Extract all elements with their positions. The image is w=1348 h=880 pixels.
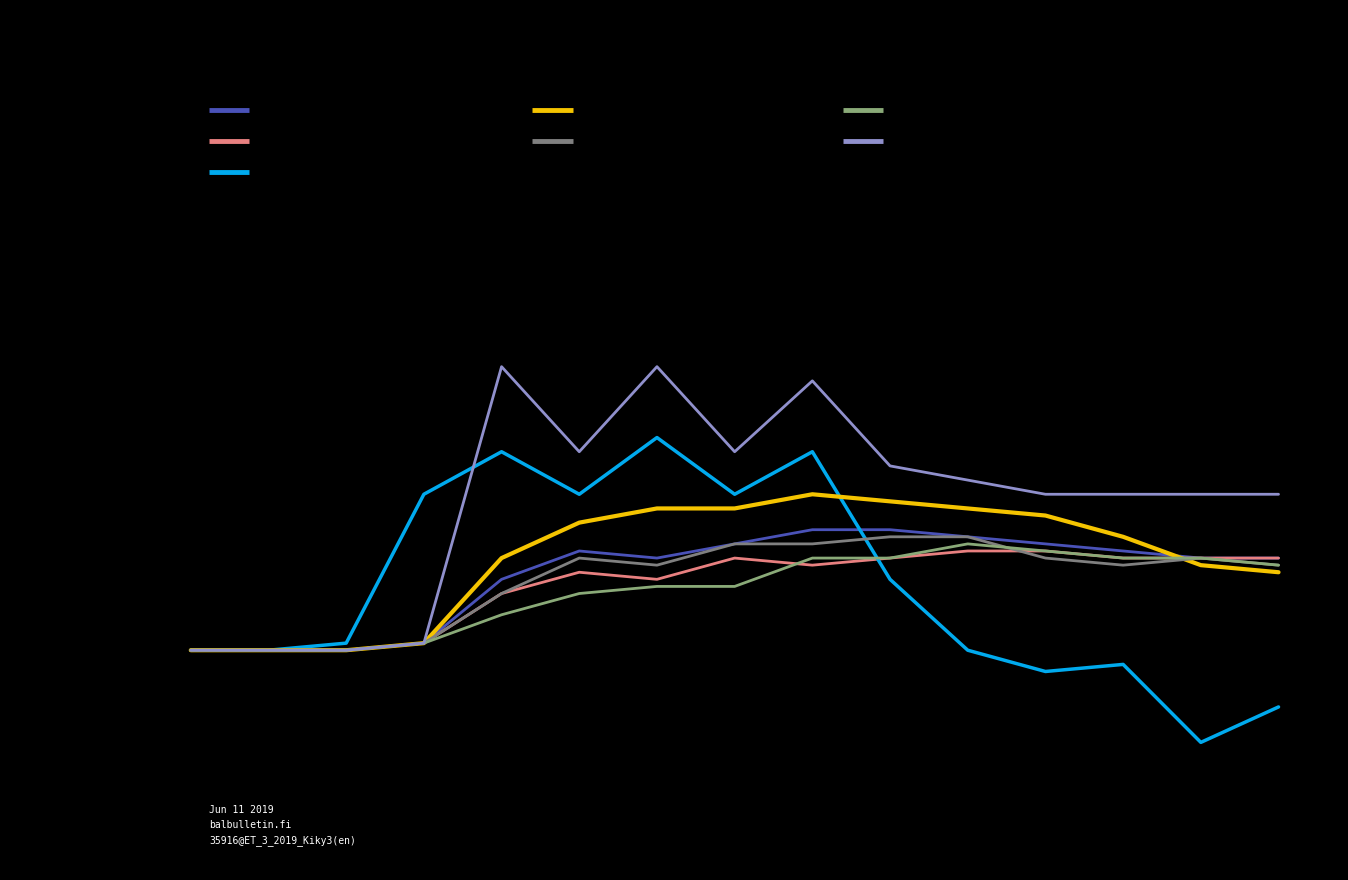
Text: Jun 11 2019
balbulletin.fi
35916@ET_3_2019_Kiky3(en): Jun 11 2019 balbulletin.fi 35916@ET_3_20… — [209, 805, 356, 846]
